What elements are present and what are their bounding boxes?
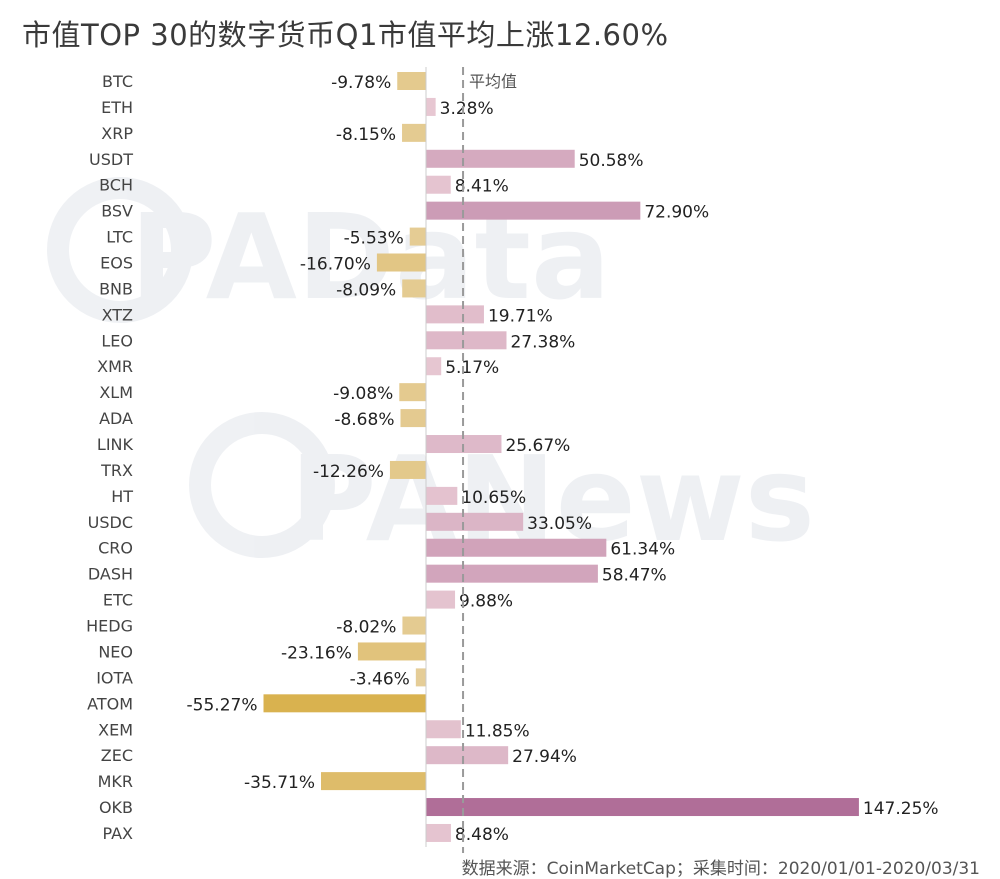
value-label: 50.58% (579, 151, 644, 171)
category-label: XTZ (102, 305, 133, 324)
bar (426, 486, 458, 505)
bar (426, 564, 598, 583)
category-label: PAX (102, 824, 133, 843)
value-label: -8.02% (336, 618, 396, 638)
category-label: ZEC (101, 746, 133, 765)
bar (402, 279, 426, 298)
value-label: 25.67% (505, 436, 570, 456)
bar (399, 383, 426, 402)
category-label: HEDG (86, 617, 133, 636)
value-label: -8.15% (336, 125, 396, 145)
bar (415, 668, 426, 687)
category-label: NEO (98, 642, 133, 661)
category-label: LINK (97, 435, 134, 454)
value-label: 147.25% (863, 799, 939, 819)
value-label: 11.85% (465, 721, 530, 741)
bar (409, 227, 426, 246)
category-label: USDC (88, 513, 133, 532)
value-label: 72.90% (644, 203, 709, 223)
value-label: -9.08% (333, 384, 393, 404)
value-label: 58.47% (602, 566, 667, 586)
category-label: LEO (101, 331, 133, 350)
value-label: 9.88% (459, 592, 513, 612)
bar (426, 746, 509, 765)
value-label: -8.09% (336, 280, 396, 300)
category-label: ATOM (87, 694, 133, 713)
value-label: -16.70% (300, 255, 371, 275)
chart-title: 市值TOP 30的数字货币Q1市值平均上涨12.60% (22, 18, 669, 52)
bar (426, 798, 859, 817)
category-label: BTC (102, 72, 133, 91)
category-label: BCH (99, 176, 133, 195)
category-label: ADA (99, 409, 133, 428)
bar (426, 357, 442, 376)
bar (426, 331, 507, 350)
bar (402, 616, 426, 635)
bar (402, 123, 426, 142)
category-label: EOS (100, 254, 133, 273)
category-label: IOTA (96, 668, 133, 687)
bar (426, 823, 451, 842)
watermark-logo-icon (47, 177, 193, 323)
category-label: TRX (100, 461, 133, 480)
bar (426, 149, 575, 168)
bar (426, 538, 607, 557)
category-label: ETH (101, 98, 133, 117)
bar (426, 590, 456, 609)
value-label: -55.27% (187, 695, 258, 715)
bar (426, 305, 484, 324)
value-label: -12.26% (313, 462, 384, 482)
category-label: CRO (98, 539, 133, 558)
bar (400, 409, 426, 428)
category-label: MKR (98, 772, 133, 791)
value-label: -5.53% (344, 229, 404, 249)
value-label: 8.41% (455, 177, 509, 197)
average-line-label: 平均值 (469, 72, 517, 91)
bar (426, 512, 524, 531)
value-label: 19.71% (488, 306, 553, 326)
value-label: -35.71% (244, 773, 315, 793)
value-label: 33.05% (527, 514, 592, 534)
category-label: XMR (97, 357, 133, 376)
bar (426, 720, 461, 739)
watermark-logo-icon (189, 412, 335, 558)
value-label: 10.65% (461, 488, 526, 508)
bar (263, 694, 426, 713)
value-label: 61.34% (610, 540, 675, 560)
value-label: 3.28% (440, 99, 494, 119)
value-label: 5.17% (445, 358, 499, 378)
bar (397, 72, 426, 90)
category-label: BSV (101, 202, 133, 221)
value-label: -8.68% (334, 410, 394, 430)
value-label: 27.94% (512, 747, 577, 767)
bar (389, 460, 426, 479)
category-label: DASH (88, 565, 133, 584)
category-label: XEM (98, 720, 133, 739)
category-label: XRP (101, 124, 133, 143)
source-note: 数据来源：CoinMarketCap；采集时间：2020/01/01-2020/… (461, 859, 980, 879)
bar (426, 175, 451, 194)
value-label: 8.48% (455, 825, 509, 845)
value-label: -23.16% (281, 643, 352, 663)
bar (426, 201, 641, 220)
bar (357, 642, 426, 661)
category-label: HT (111, 487, 133, 506)
category-label: LTC (106, 228, 133, 247)
category-label: ETC (103, 591, 133, 610)
category-label: BNB (99, 279, 133, 298)
value-label: 27.38% (510, 332, 575, 352)
category-label: USDT (89, 150, 133, 169)
bar (321, 772, 426, 791)
bar (426, 97, 436, 116)
value-label: -3.46% (350, 669, 410, 689)
bar (376, 253, 426, 272)
category-label: XLM (99, 383, 133, 402)
category-label: OKB (99, 798, 133, 817)
value-label: -9.78% (331, 73, 391, 93)
